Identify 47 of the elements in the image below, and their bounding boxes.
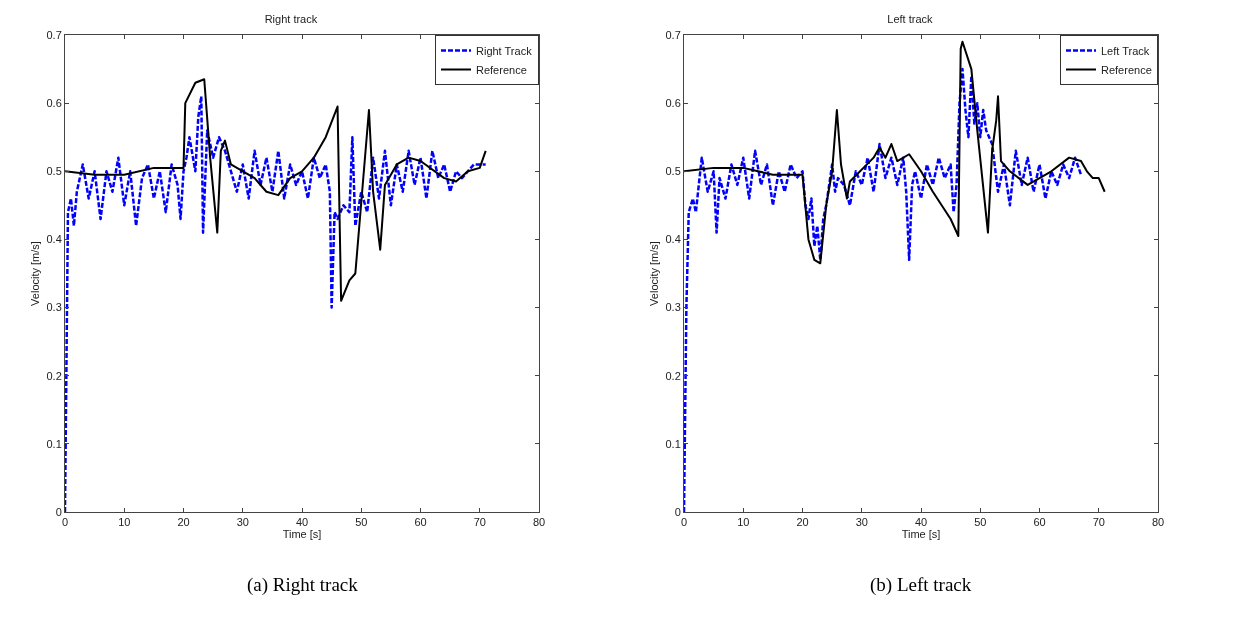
y-tick-label: 0.3: [46, 301, 62, 314]
y-tick-label: 0.3: [665, 301, 681, 314]
x-axis-title: Time [s]: [901, 528, 941, 541]
y-tick-label: 0.5: [665, 165, 681, 178]
y-tick-label: 0.6: [46, 96, 62, 109]
text: (a) Right track: [247, 574, 359, 596]
y-tick-label: 0.7: [665, 28, 681, 41]
x-tick-label: 60: [414, 516, 427, 529]
y-tick-label: 0.5: [46, 165, 62, 178]
y-tick-label: 0.4: [46, 233, 62, 246]
legend-label: Reference: [1101, 63, 1152, 76]
line-series: [65, 78, 487, 302]
chart-title: Left track: [887, 13, 934, 26]
x-tick-label: 40: [914, 516, 928, 529]
y-tick-label: 0.4: [665, 233, 681, 246]
x-tick-label: 20: [177, 516, 190, 529]
y-tick-label: 0.2: [46, 369, 62, 382]
legend-label: Left Track: [1101, 44, 1150, 57]
x-tick-label: 80: [532, 516, 546, 529]
y-tick-label: 0: [55, 505, 62, 518]
legend-label: Reference: [476, 63, 527, 76]
chart-title: Right track: [264, 13, 318, 26]
y-tick-label: 0.2: [665, 369, 681, 382]
line-series: [684, 67, 1083, 512]
y-axis-title: Velocity [m/s]: [29, 241, 42, 306]
x-tick-label: 20: [796, 516, 809, 529]
line-series: [65, 95, 487, 512]
x-tick-label: 30: [855, 516, 868, 529]
x-tick-label: 30: [236, 516, 249, 529]
x-tick-label: 70: [473, 516, 486, 529]
x-axis-title: Time [s]: [282, 528, 322, 541]
x-tick-label: 50: [355, 516, 368, 529]
y-tick-label: 0.1: [46, 437, 62, 450]
x-tick-label: 80: [1151, 516, 1165, 529]
text: (b) Left track: [870, 574, 972, 596]
x-tick-label: 10: [737, 516, 750, 529]
y-tick-label: 0: [674, 505, 681, 518]
y-tick-label: 0.6: [665, 96, 681, 109]
y-axis-title: Velocity [m/s]: [648, 241, 661, 306]
x-tick-label: 50: [974, 516, 987, 529]
y-tick-label: 0.1: [665, 437, 681, 450]
y-tick-label: 0.7: [46, 28, 62, 41]
x-tick-label: 60: [1033, 516, 1046, 529]
x-tick-label: 10: [118, 516, 131, 529]
x-tick-label: 40: [295, 516, 309, 529]
x-tick-label: 70: [1092, 516, 1105, 529]
legend-label: Right Track: [476, 44, 533, 57]
